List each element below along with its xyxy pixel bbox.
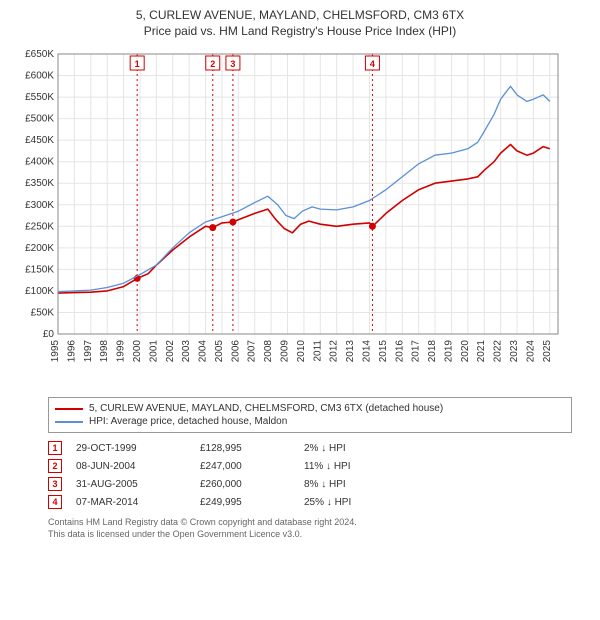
transaction-marker: 4 xyxy=(48,495,62,509)
transaction-price: £260,000 xyxy=(200,479,290,490)
svg-text:2003: 2003 xyxy=(181,340,192,363)
legend-row: HPI: Average price, detached house, Mald… xyxy=(55,415,565,428)
svg-text:2004: 2004 xyxy=(198,340,209,363)
svg-text:£250K: £250K xyxy=(25,221,54,232)
svg-text:2008: 2008 xyxy=(263,340,274,363)
legend-swatch xyxy=(55,421,83,423)
transaction-date: 29-OCT-1999 xyxy=(76,443,186,454)
transaction-row: 3 31-AUG-2005 £260,000 8% ↓ HPI xyxy=(48,475,572,493)
svg-text:1996: 1996 xyxy=(66,340,77,363)
svg-text:£0: £0 xyxy=(43,329,55,340)
legend-label: HPI: Average price, detached house, Mald… xyxy=(89,416,287,427)
svg-text:2006: 2006 xyxy=(230,340,241,363)
svg-text:2022: 2022 xyxy=(493,340,504,363)
svg-text:1: 1 xyxy=(135,59,140,69)
transaction-marker: 1 xyxy=(48,441,62,455)
svg-text:2024: 2024 xyxy=(525,340,536,363)
svg-text:2011: 2011 xyxy=(312,340,323,362)
legend-label: 5, CURLEW AVENUE, MAYLAND, CHELMSFORD, C… xyxy=(89,403,443,414)
transaction-delta: 8% ↓ HPI xyxy=(304,479,384,490)
svg-text:£400K: £400K xyxy=(25,157,54,168)
title-address: 5, CURLEW AVENUE, MAYLAND, CHELMSFORD, C… xyxy=(8,8,592,22)
transactions-table: 1 29-OCT-1999 £128,995 2% ↓ HPI 2 08-JUN-2004… xyxy=(48,439,572,511)
price-chart: £0 £50K £100K £150K £200K £250K £300K £350K £400… xyxy=(8,44,568,384)
svg-text:£50K: £50K xyxy=(31,307,55,318)
transaction-row: 4 07-MAR-2014 £249,995 25% ↓ HPI xyxy=(48,493,572,511)
footer-line1: Contains HM Land Registry data © Crown c… xyxy=(48,517,572,529)
chart-container: £0 £50K £100K £150K £200K £250K £300K £350K £400… xyxy=(8,44,592,387)
svg-text:2000: 2000 xyxy=(132,340,143,363)
svg-text:2012: 2012 xyxy=(329,340,340,363)
svg-text:2014: 2014 xyxy=(361,340,372,363)
transaction-price: £249,995 xyxy=(200,497,290,508)
svg-text:2019: 2019 xyxy=(443,340,454,363)
title-subtitle: Price paid vs. HM Land Registry's House … xyxy=(8,24,592,38)
chart-title-block: 5, CURLEW AVENUE, MAYLAND, CHELMSFORD, C… xyxy=(8,8,592,38)
transaction-marker: 2 xyxy=(48,459,62,473)
svg-text:1998: 1998 xyxy=(99,340,110,363)
svg-text:2: 2 xyxy=(210,59,215,69)
svg-text:£550K: £550K xyxy=(25,92,54,103)
svg-text:£200K: £200K xyxy=(25,243,54,254)
transaction-marker: 3 xyxy=(48,477,62,491)
legend-swatch xyxy=(55,408,83,410)
svg-text:£300K: £300K xyxy=(25,200,54,211)
transaction-price: £247,000 xyxy=(200,461,290,472)
transaction-date: 08-JUN-2004 xyxy=(76,461,186,472)
svg-text:2025: 2025 xyxy=(542,340,553,363)
svg-text:1997: 1997 xyxy=(83,340,94,363)
svg-text:£100K: £100K xyxy=(25,286,54,297)
svg-text:4: 4 xyxy=(370,59,375,69)
svg-text:2005: 2005 xyxy=(214,340,225,363)
transaction-price: £128,995 xyxy=(200,443,290,454)
svg-text:2015: 2015 xyxy=(378,340,389,363)
transaction-row: 2 08-JUN-2004 £247,000 11% ↓ HPI xyxy=(48,457,572,475)
svg-text:3: 3 xyxy=(230,59,235,69)
transaction-delta: 11% ↓ HPI xyxy=(304,461,384,472)
footer-attribution: Contains HM Land Registry data © Crown c… xyxy=(48,517,572,540)
svg-text:2010: 2010 xyxy=(296,340,307,363)
svg-text:2013: 2013 xyxy=(345,340,356,363)
svg-text:2018: 2018 xyxy=(427,340,438,363)
svg-text:2002: 2002 xyxy=(165,340,176,363)
svg-text:2021: 2021 xyxy=(476,340,487,363)
svg-text:1995: 1995 xyxy=(50,340,61,363)
svg-text:1999: 1999 xyxy=(116,340,127,363)
footer-line2: This data is licensed under the Open Gov… xyxy=(48,529,572,541)
svg-text:2009: 2009 xyxy=(280,340,291,363)
svg-text:2007: 2007 xyxy=(247,340,258,363)
svg-text:2020: 2020 xyxy=(460,340,471,363)
svg-text:£600K: £600K xyxy=(25,71,54,82)
svg-text:2016: 2016 xyxy=(394,340,405,363)
svg-text:£350K: £350K xyxy=(25,178,54,189)
svg-text:2023: 2023 xyxy=(509,340,520,363)
svg-text:2001: 2001 xyxy=(148,340,159,363)
transaction-delta: 2% ↓ HPI xyxy=(304,443,384,454)
svg-text:£650K: £650K xyxy=(25,49,54,60)
svg-text:£500K: £500K xyxy=(25,114,54,125)
svg-text:2017: 2017 xyxy=(411,340,422,363)
transaction-date: 07-MAR-2014 xyxy=(76,497,186,508)
legend-row: 5, CURLEW AVENUE, MAYLAND, CHELMSFORD, C… xyxy=(55,402,565,415)
transaction-date: 31-AUG-2005 xyxy=(76,479,186,490)
legend-box: 5, CURLEW AVENUE, MAYLAND, CHELMSFORD, C… xyxy=(48,397,572,433)
svg-text:£150K: £150K xyxy=(25,264,54,275)
svg-text:£450K: £450K xyxy=(25,135,54,146)
transaction-row: 1 29-OCT-1999 £128,995 2% ↓ HPI xyxy=(48,439,572,457)
transaction-delta: 25% ↓ HPI xyxy=(304,497,384,508)
